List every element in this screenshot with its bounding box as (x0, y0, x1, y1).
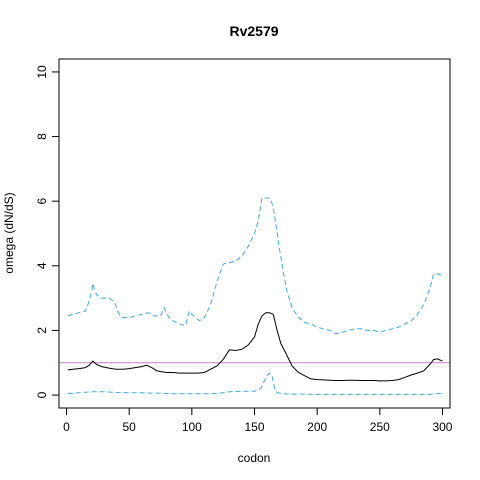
y-axis-label: omega (dN/dS) (2, 192, 16, 273)
y-tick-label: 8 (35, 133, 49, 140)
y-tick-label: 6 (35, 198, 49, 205)
y-tick-label: 4 (35, 262, 49, 269)
omega-lower-bound-line (67, 372, 443, 395)
x-tick-label: 250 (370, 420, 390, 434)
x-tick-label: 100 (182, 420, 202, 434)
x-tick-label: 0 (63, 420, 70, 434)
x-tick-label: 300 (432, 420, 452, 434)
x-tick-label: 150 (244, 420, 264, 434)
omega-mean-line (67, 312, 443, 382)
y-tick-label: 0 (35, 391, 49, 398)
y-axis: 0 2 4 6 8 10 (35, 65, 60, 398)
x-axis: 0 50 100 150 200 250 300 (63, 407, 453, 434)
y-tick-label: 10 (35, 65, 49, 79)
x-tick-label: 200 (307, 420, 327, 434)
y-tick-label: 2 (35, 327, 49, 334)
omega-upper-bound-line (67, 197, 443, 335)
x-tick-label: 50 (122, 420, 136, 434)
plot-lines (59, 197, 450, 395)
x-axis-label: codon (238, 451, 271, 465)
chart-title: Rv2579 (229, 23, 278, 39)
